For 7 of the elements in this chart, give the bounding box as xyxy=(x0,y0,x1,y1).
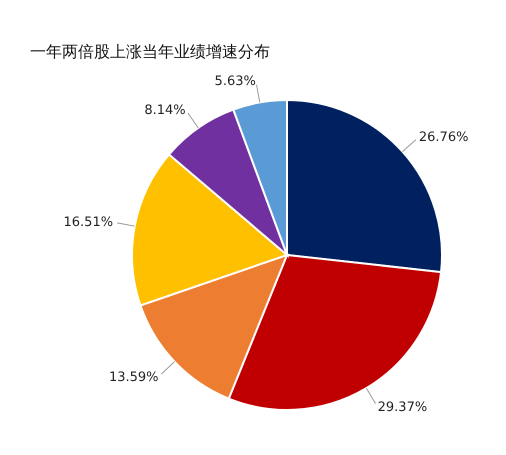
data-label: 26.76% xyxy=(418,130,468,145)
data-label: 16.51% xyxy=(64,215,114,230)
data-label: 5.63% xyxy=(214,74,256,89)
data-label: 13.59% xyxy=(108,370,159,385)
chart-title: 一年两倍股上涨当年业绩增速分布 xyxy=(30,42,270,61)
data-label: 29.37% xyxy=(378,400,428,416)
data-label: 8.14% xyxy=(144,102,186,118)
